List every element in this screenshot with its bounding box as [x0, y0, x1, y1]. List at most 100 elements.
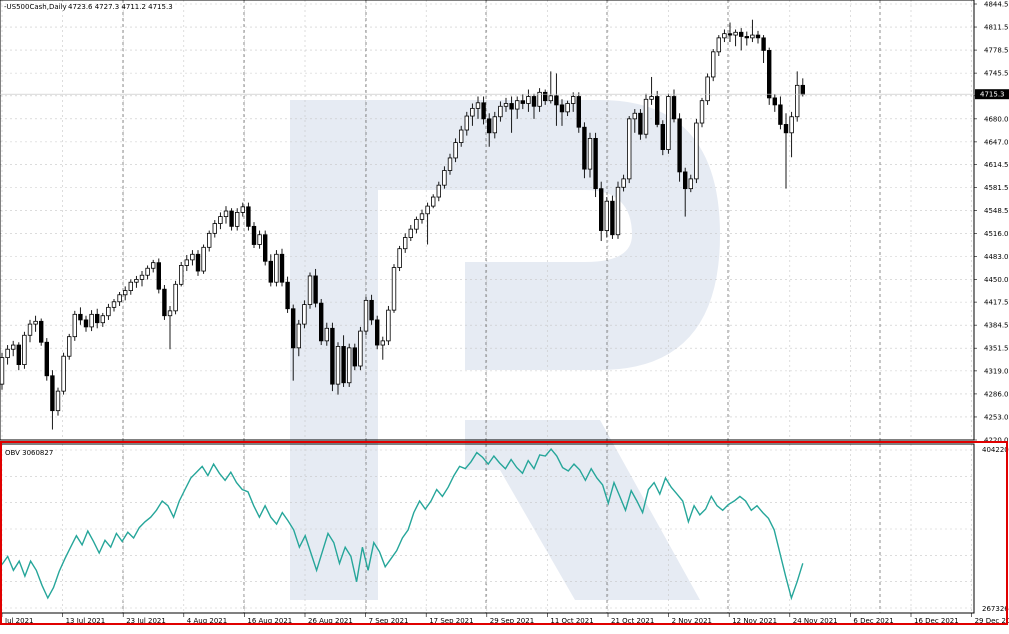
candle-body-bull [458, 129, 464, 143]
candle-body-bull [408, 228, 413, 238]
candle [27, 319, 33, 343]
candle [251, 222, 257, 249]
candle [582, 122, 587, 179]
time-axis-label: 16 Dec 2021 [914, 617, 959, 625]
candle [156, 258, 161, 294]
candle-body-bear [767, 50, 772, 99]
candle-body-bear [800, 84, 805, 95]
candle-body-bull [515, 100, 520, 110]
time-axis-label: 12 Nov 2021 [732, 617, 777, 625]
time-axis-label: 13 Jul 2021 [66, 617, 106, 625]
candle [615, 181, 621, 239]
candle-body-bull [167, 310, 173, 317]
candle [666, 93, 671, 154]
current-price-box [975, 89, 1009, 100]
candle [498, 101, 503, 122]
time-axis-label: 21 Oct 2021 [611, 617, 654, 625]
price-axis-label: 4516.0 [984, 230, 1009, 238]
candle [296, 319, 301, 357]
candle-body-bear [660, 124, 665, 150]
candle-body-bull [442, 170, 447, 186]
candle-body-bear [727, 33, 733, 36]
obv-line [1, 448, 804, 601]
candle-body-bear [369, 299, 374, 321]
candle [643, 93, 649, 139]
candle-body-bull [694, 122, 699, 180]
candle-body-bear [229, 210, 234, 227]
candle-body-bull [414, 218, 419, 230]
candle [520, 94, 525, 110]
candle-body-bull [688, 178, 693, 190]
candle-body-bull [795, 84, 800, 118]
candle-body-bull [380, 340, 385, 346]
candle-body-bull [436, 184, 441, 198]
candle [218, 212, 223, 230]
candle [89, 310, 94, 332]
candle [201, 244, 206, 274]
candle-body-bull [150, 262, 156, 269]
time-axis-label: 6 Dec 2021 [853, 617, 893, 625]
candle-body-bear [761, 37, 766, 51]
candle [789, 111, 794, 158]
candle [554, 73, 559, 126]
candle [481, 96, 486, 125]
time-axis-label: 2 Nov 2021 [672, 617, 712, 625]
candle-body-bull [627, 118, 632, 180]
candle-body-bear [195, 253, 201, 272]
candle-body-bull [274, 253, 279, 283]
time-axis-label: 29 Sep 2021 [490, 617, 534, 625]
price-axis-label: 4384.5 [984, 322, 1009, 330]
price-axis-label: 4548.5 [984, 207, 1009, 215]
candle-body-bear [520, 100, 525, 104]
candle [5, 345, 10, 365]
candle-body-bear [279, 253, 285, 283]
candle-body-bear [778, 104, 783, 125]
candle-body-bull [257, 234, 262, 245]
candle [587, 132, 593, 178]
candle-body-bear [610, 200, 615, 236]
candle-body-bull [212, 223, 217, 234]
candle-body-bear [162, 288, 167, 317]
candle [627, 116, 632, 184]
candle-body-bull [666, 96, 671, 150]
candle-body-bear [783, 124, 789, 134]
candle-body-bull [22, 334, 27, 365]
candle-body-bear [78, 313, 83, 321]
candle [50, 370, 55, 430]
candle [531, 93, 537, 119]
candle-body-bear [531, 96, 537, 107]
candle [442, 166, 447, 189]
candle [391, 264, 397, 313]
candle-body-bull [750, 34, 755, 39]
candle [509, 96, 514, 133]
candle [559, 99, 565, 126]
candle-body-bull [571, 96, 576, 104]
obv-indicator-label: OBV 3060827 [5, 449, 53, 457]
candle-body-bull [55, 390, 61, 412]
candle-body-bull [89, 313, 94, 328]
candle-body-bull [565, 103, 570, 113]
candle-body-bull [145, 267, 150, 276]
candle-body-bull [5, 348, 10, 359]
candle [722, 29, 727, 43]
candle [346, 343, 352, 387]
candle [363, 296, 369, 336]
candle-body-bear [543, 91, 548, 102]
candle-body-bull [503, 103, 509, 107]
candle-body-bear [50, 375, 55, 412]
candle [229, 208, 234, 231]
price-axis-label: 4778.5 [984, 47, 1009, 55]
candle-body-bull [789, 116, 794, 134]
candle [150, 259, 156, 273]
candle-body-bull [240, 206, 245, 213]
candle [262, 230, 268, 266]
candle [352, 343, 357, 371]
candle [145, 265, 150, 280]
candle [447, 153, 453, 175]
candle [128, 279, 133, 295]
candle [234, 208, 240, 231]
candle-body-bull [711, 51, 716, 78]
candle [699, 97, 705, 128]
price-axis-label: 4319.0 [984, 367, 1009, 375]
candle-body-bear [481, 102, 486, 120]
